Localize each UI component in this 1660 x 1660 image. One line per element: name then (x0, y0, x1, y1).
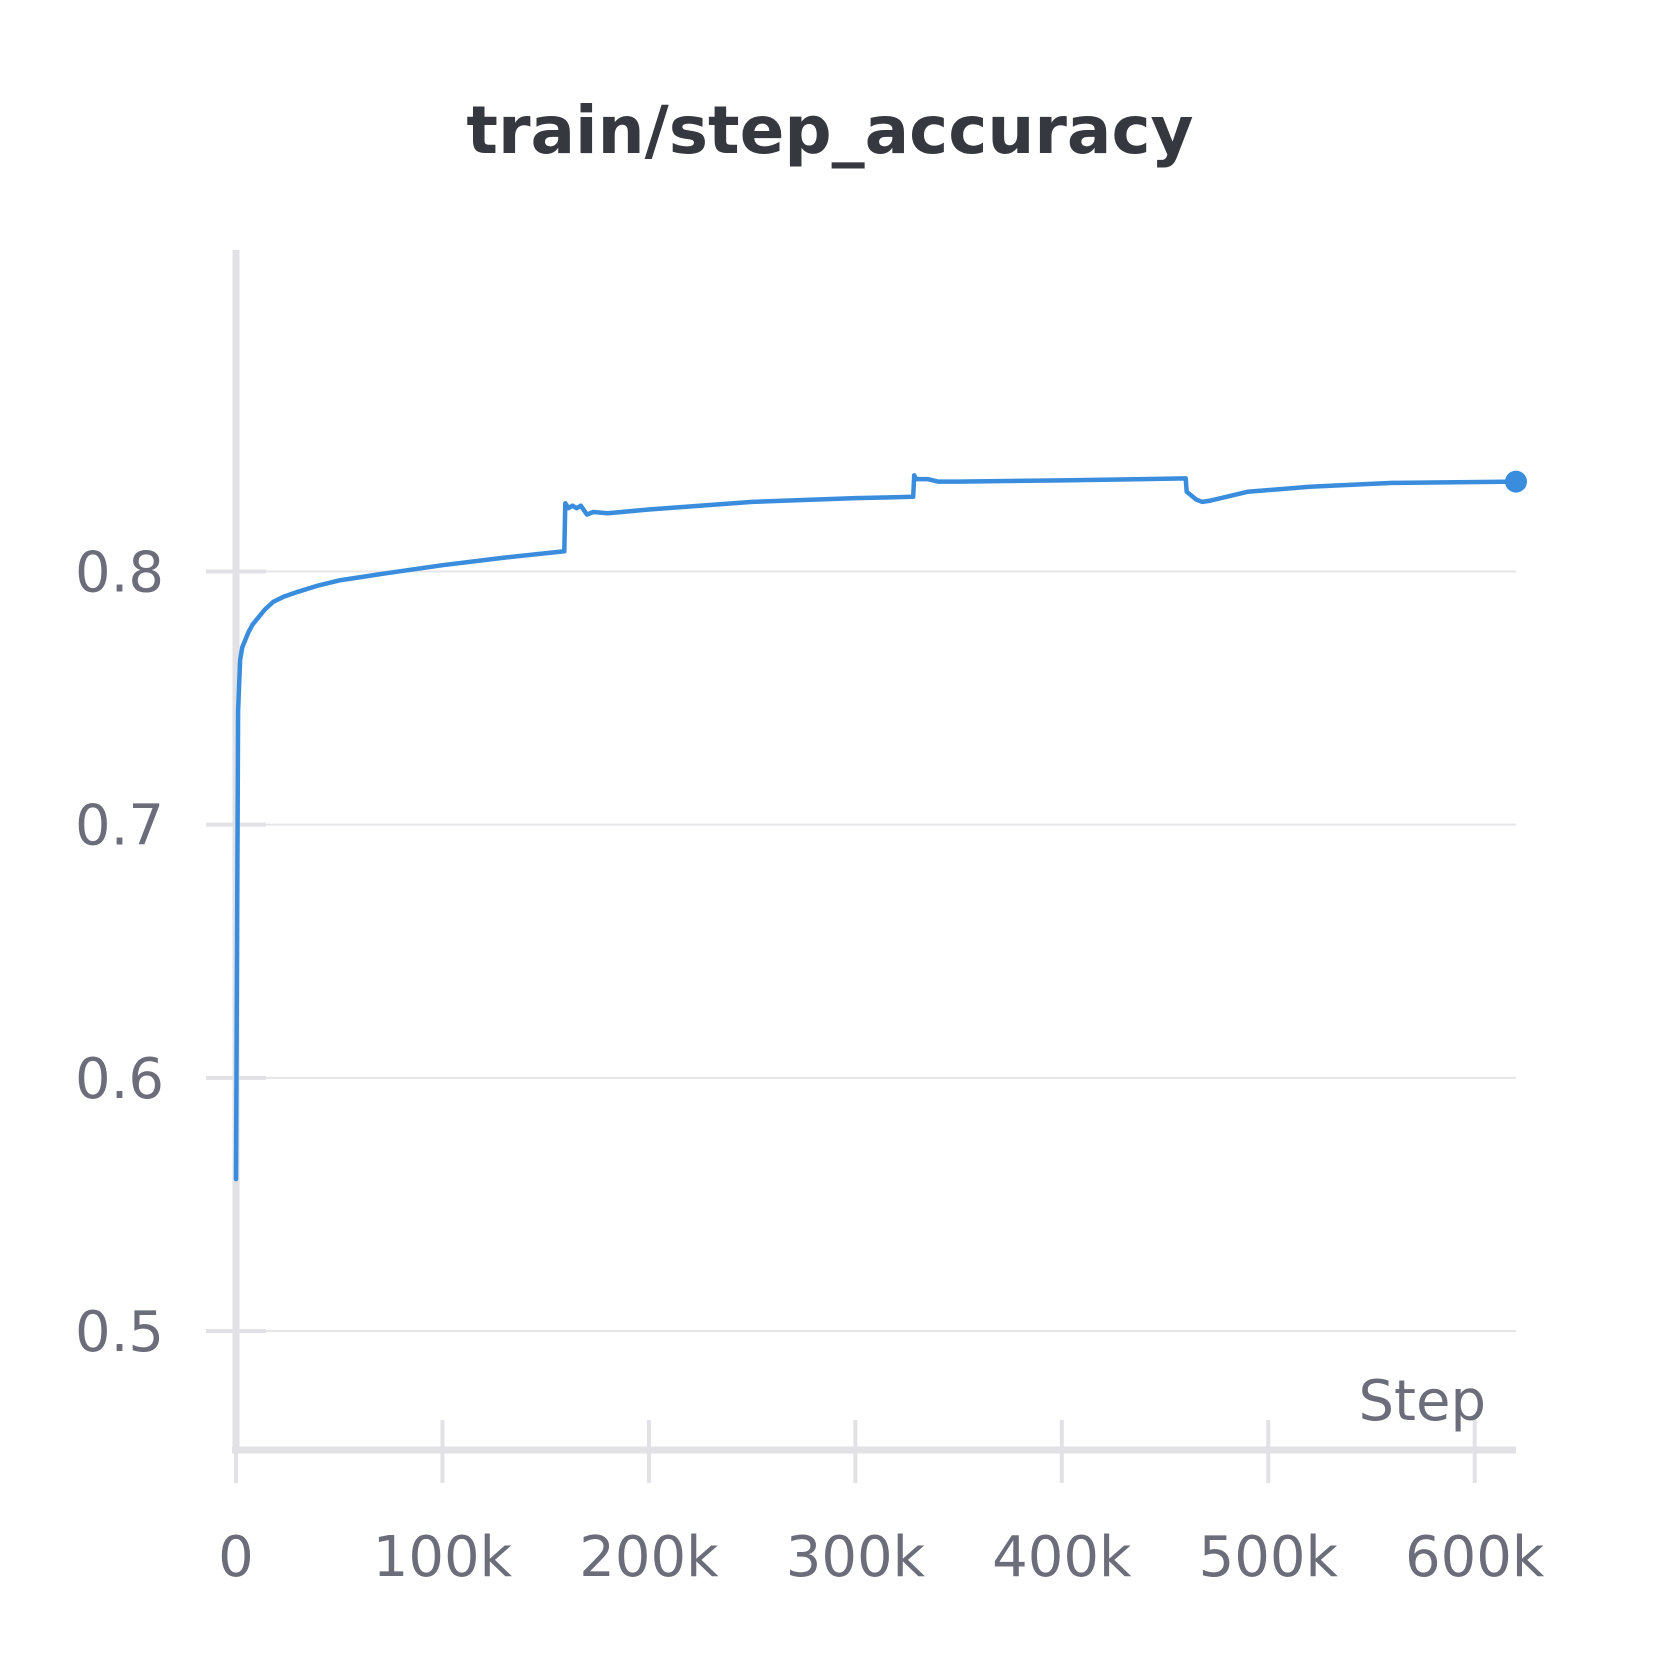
series-end-point (1505, 470, 1527, 493)
axis-layer (206, 250, 1516, 1483)
x-tick-label: 500k (1199, 1525, 1339, 1590)
series-line (233, 473, 1519, 1182)
grid-layer (236, 570, 1516, 1333)
y-tick-label: 0.7 (75, 794, 164, 859)
y-tick-label: 0.8 (75, 541, 164, 606)
x-axis-label: Step (1358, 1369, 1486, 1434)
x-tick-label: 300k (786, 1525, 926, 1590)
data-layer (233, 470, 1527, 1182)
label-layer: 0.5 0.6 0.7 0.8 0 100k 200k 300k 400k 500k 600k Ste… (75, 541, 1545, 1590)
x-tick-label: 0 (218, 1525, 254, 1590)
chart-title: train/step_accuracy (466, 92, 1194, 169)
y-tick-label: 0.5 (75, 1300, 164, 1365)
x-tick-label: 600k (1405, 1525, 1545, 1590)
x-tick-label: 100k (373, 1525, 513, 1590)
x-tick-label: 400k (992, 1525, 1132, 1590)
y-tick-label: 0.6 (75, 1047, 164, 1112)
x-tick-label: 200k (579, 1525, 719, 1590)
